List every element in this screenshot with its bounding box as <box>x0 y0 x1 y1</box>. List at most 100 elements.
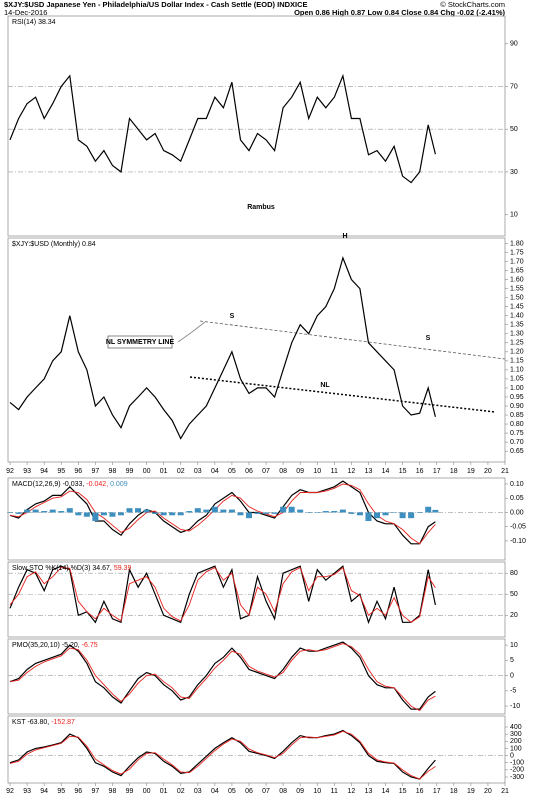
x-tick-label: 01 <box>160 788 168 795</box>
histogram-bar <box>100 512 107 516</box>
histogram-bar <box>322 511 329 513</box>
histogram-bar <box>432 509 439 513</box>
y-tick-label: 1.65 <box>510 267 524 274</box>
y-tick-label: 50 <box>510 591 518 598</box>
x-tick-label: 12 <box>347 788 355 795</box>
y-tick-label: 0 <box>510 672 514 679</box>
annotation: H <box>342 233 347 240</box>
panel-frame <box>7 15 506 237</box>
annotation-box <box>107 335 173 349</box>
x-tick-label: 04 <box>211 468 219 475</box>
symmetry-line <box>199 320 506 360</box>
histogram-bar <box>92 512 99 521</box>
y-tick-label: -200 <box>510 767 524 774</box>
legend-value: -5.20, <box>62 642 80 649</box>
x-tick-label: 06 <box>245 788 253 795</box>
y-tick-label: 0.95 <box>510 394 524 401</box>
histogram-bar <box>288 506 295 513</box>
x-tick-label: 09 <box>296 788 304 795</box>
y-tick-label: 1.30 <box>510 331 524 338</box>
x-tick-label: 06 <box>245 468 253 475</box>
legend: Slow STO %K(14) %D(3) 34.67, 59.39 <box>12 565 131 572</box>
histogram-bar <box>126 508 133 513</box>
histogram-bar <box>66 508 73 513</box>
y-tick-label: 0.80 <box>510 421 524 428</box>
series-line <box>9 643 436 712</box>
legend-label: MACD(12,26,9) <box>12 481 61 488</box>
x-tick-label: 15 <box>399 788 407 795</box>
x-tick-label: 08 <box>279 468 287 475</box>
y-tick-label: 10 <box>510 211 518 218</box>
y-tick-label: 0 <box>510 752 514 759</box>
y-tick-label: 0.65 <box>510 448 524 455</box>
histogram-bar <box>32 509 39 513</box>
histogram-bar <box>408 512 415 519</box>
annotation: NL SYMMETRY LINE <box>106 339 175 346</box>
y-tick-label: 1.80 <box>510 240 524 247</box>
y-tick-label: 1.60 <box>510 276 524 283</box>
x-tick-label: 00 <box>143 788 151 795</box>
histogram-bar <box>416 512 423 513</box>
x-tick-label: 16 <box>416 468 424 475</box>
histogram-bar <box>339 509 346 513</box>
histogram-bar <box>254 512 261 514</box>
x-tick-label: 94 <box>40 468 48 475</box>
legend-label: PMO(35,20,10) <box>12 642 60 649</box>
y-tick-label: 90 <box>510 41 518 48</box>
histogram-bar <box>169 512 176 516</box>
x-tick-label: 98 <box>109 788 117 795</box>
series-line <box>9 73 436 184</box>
x-tick-label: 21 <box>501 468 509 475</box>
x-tick-label: 95 <box>57 468 65 475</box>
x-tick-label: 10 <box>313 788 321 795</box>
histogram-bar <box>135 508 142 513</box>
panel-frame <box>7 561 506 638</box>
x-tick-label: 96 <box>74 468 82 475</box>
y-tick-label: 0.00 <box>510 509 524 516</box>
x-tick-label: 19 <box>467 468 475 475</box>
neckline <box>189 376 496 413</box>
histogram-bar <box>228 509 235 513</box>
histogram-bar <box>365 512 372 521</box>
legend-value: 34.67, <box>92 565 112 572</box>
y-tick-label: -5 <box>510 688 516 695</box>
histogram-bar <box>314 512 321 513</box>
x-tick-label: 12 <box>347 468 355 475</box>
legend-value: 38.34 <box>38 19 56 26</box>
legend: $XJY:$USD (Monthly) 0.84 <box>12 241 96 248</box>
histogram-bar <box>263 512 270 514</box>
y-tick-label: 1.20 <box>510 349 524 356</box>
x-tick-label: 92 <box>6 468 14 475</box>
histogram-bar <box>373 512 380 519</box>
histogram-bar <box>305 512 312 513</box>
panel-frame <box>7 638 506 715</box>
y-tick-label: 0.75 <box>510 430 524 437</box>
histogram-bar <box>356 512 363 516</box>
annotation: S <box>230 313 235 320</box>
x-tick-label: 98 <box>109 468 117 475</box>
y-tick-label: 1.15 <box>510 358 524 365</box>
histogram-bar <box>160 512 167 516</box>
legend-value: -0.042, <box>86 481 108 488</box>
y-tick-label: 200 <box>510 738 522 745</box>
x-tick-label: 02 <box>177 468 185 475</box>
legend-label: KST <box>12 719 26 726</box>
panel-frame <box>7 477 506 561</box>
histogram-bar <box>7 512 14 513</box>
title: $XJY:$USD Japanese Yen - Philadelphia/US… <box>4 0 308 9</box>
series-line <box>9 566 436 623</box>
histogram-bar <box>83 512 90 517</box>
x-tick-label: 21 <box>501 788 509 795</box>
histogram-bar <box>211 506 218 513</box>
y-tick-label: -10 <box>510 703 520 710</box>
y-tick-label: 70 <box>510 83 518 90</box>
annotation: S <box>426 335 431 342</box>
histogram-bar <box>117 512 124 516</box>
histogram-bar <box>245 512 252 519</box>
y-tick-label: 20 <box>510 612 518 619</box>
histogram-bar <box>203 509 210 513</box>
panel-frame <box>7 237 506 463</box>
x-tick-label: 96 <box>74 788 82 795</box>
date: 14-Dec-2016 <box>4 8 47 17</box>
